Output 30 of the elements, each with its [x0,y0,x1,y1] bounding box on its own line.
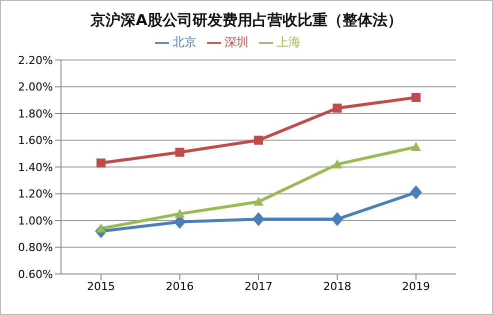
y-tick-label: 2.20% [18,54,53,67]
point [175,148,184,157]
x-tick-label: 2018 [323,280,352,293]
y-tick-label: 1.20% [18,188,53,201]
y-tick-label: 1.00% [18,214,53,228]
legend-label: 北京 [172,35,196,49]
legend-label: 深圳 [224,35,248,49]
x-tick-label: 2015 [87,280,115,293]
y-tick-label: 1.60% [18,134,53,148]
chart-title: 京沪深A股公司研发费用占营收比重（整体法） [90,11,404,30]
point [254,196,264,206]
point [96,158,106,168]
y-tick-label: 1.40% [18,160,53,174]
point [332,104,342,113]
point [332,159,342,168]
x-tick-label: 2016 [166,280,194,293]
y-tick-label: 1.80% [18,107,53,120]
y-tick-label: 0.80% [18,241,53,254]
point [252,212,264,226]
point [411,142,421,151]
point [410,185,422,200]
x-tick-label: 2019 [402,280,430,293]
x-tick-label: 2017 [244,280,272,293]
point [174,208,185,218]
y-tick-label: 2.00% [18,80,53,94]
point [254,136,263,145]
y-tick-label: 0.60% [18,268,53,281]
legend-label: 上海 [276,35,300,49]
point [331,212,344,226]
point [412,92,420,102]
